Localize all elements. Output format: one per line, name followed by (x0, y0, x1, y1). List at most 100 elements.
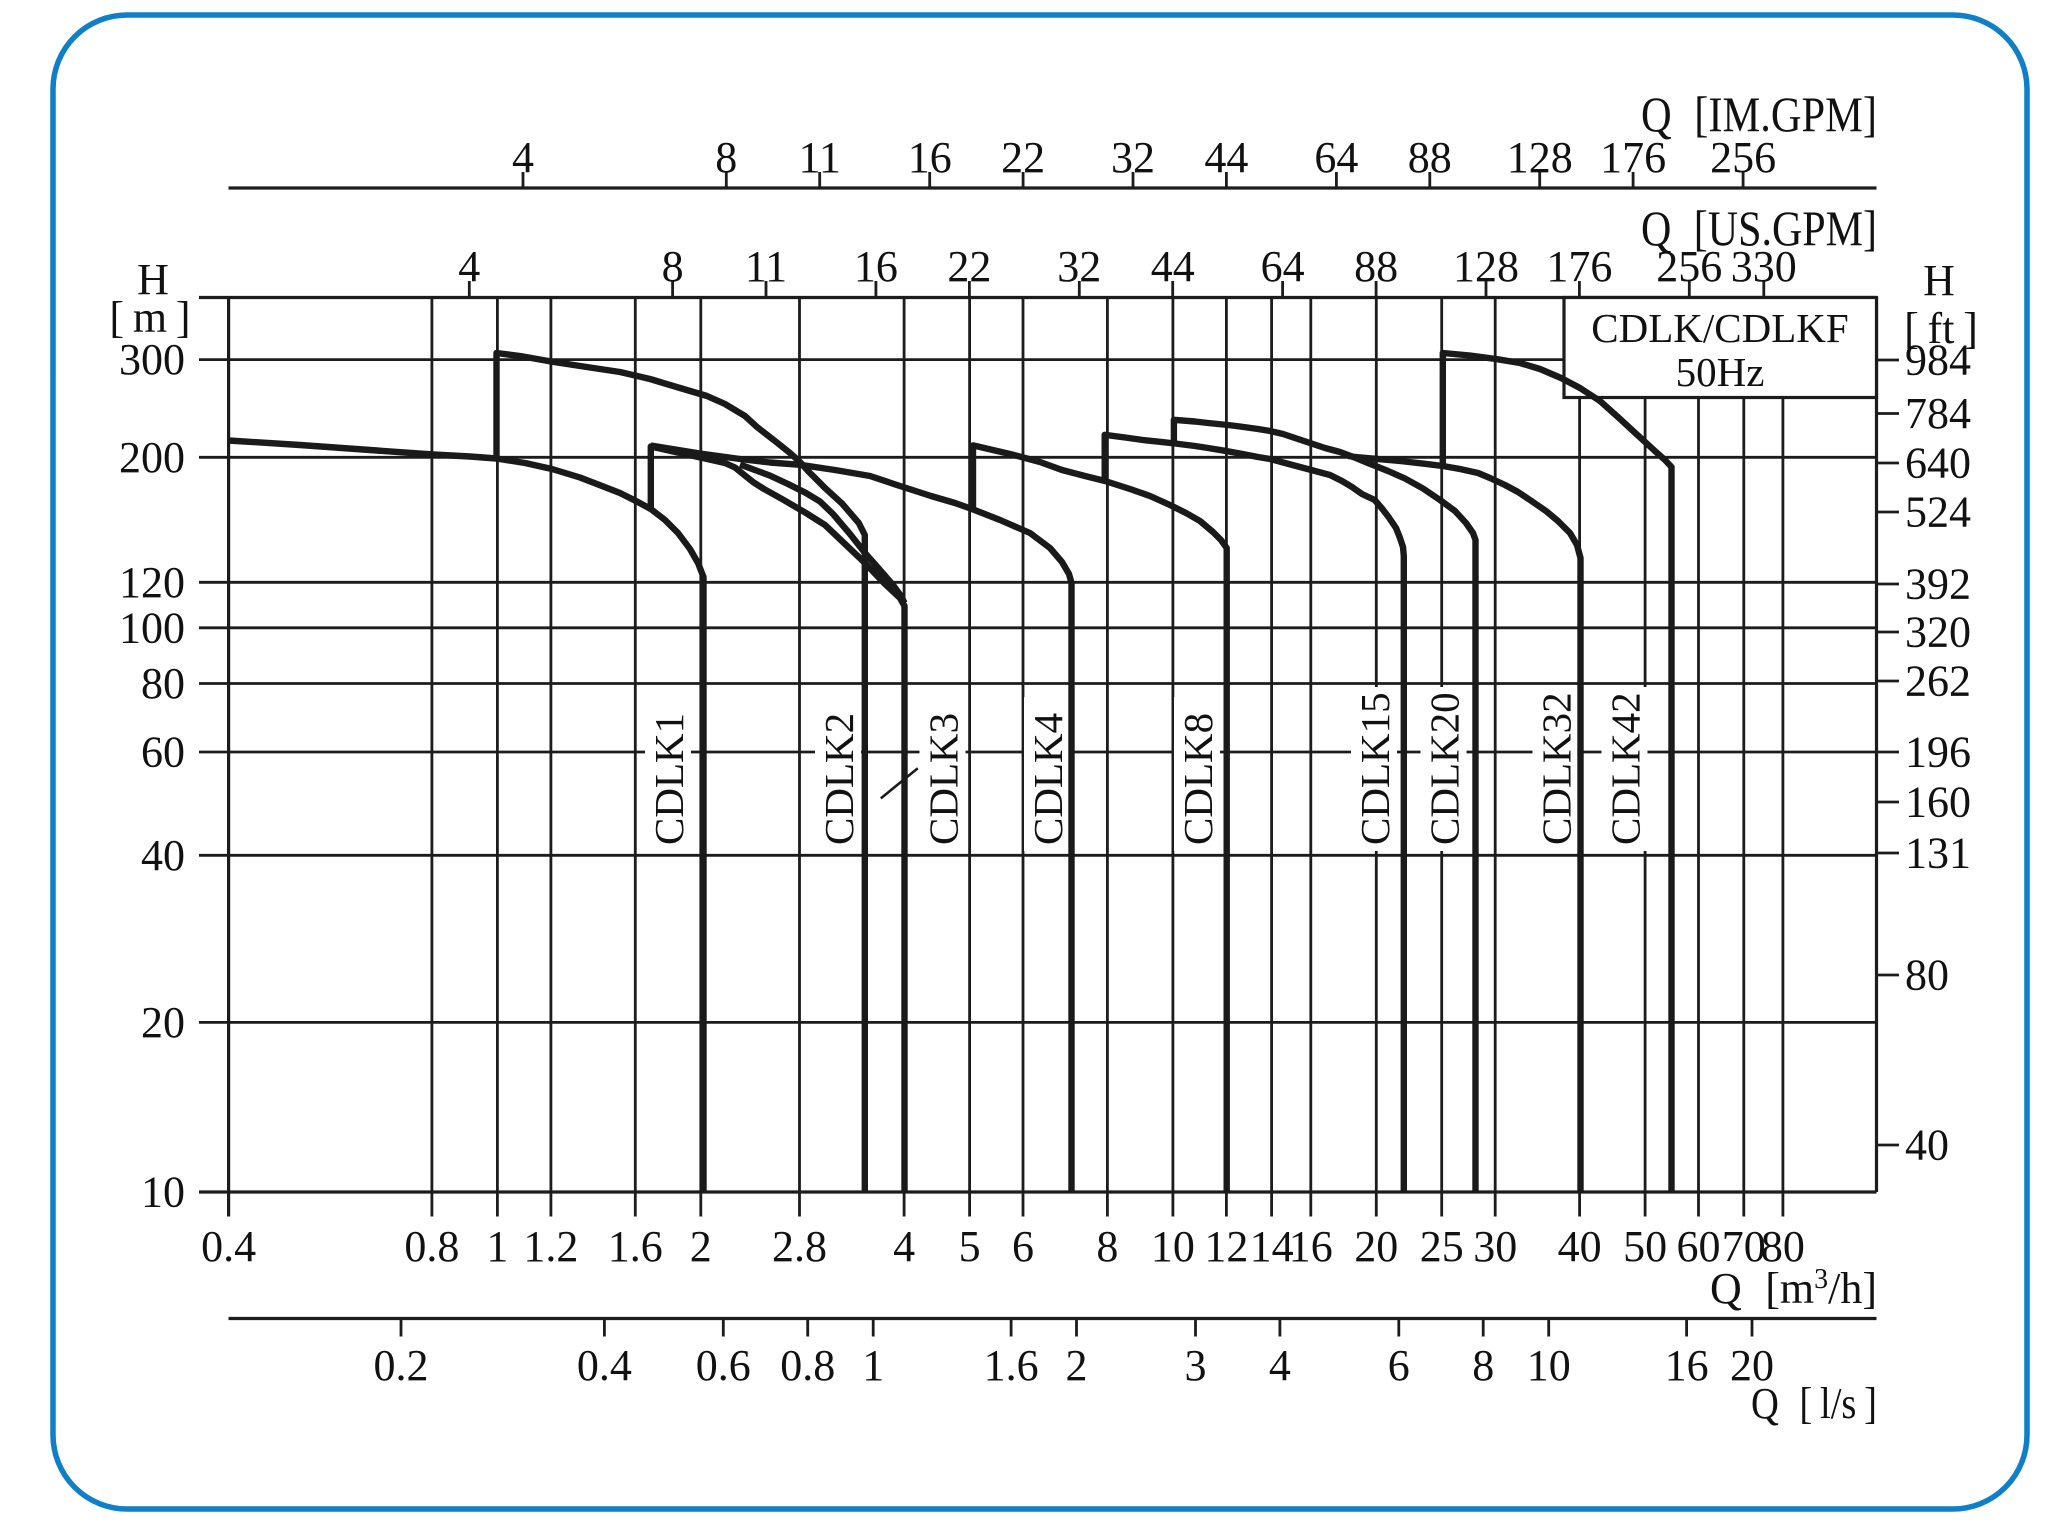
svg-text:64: 64 (1314, 133, 1358, 182)
svg-text:88: 88 (1408, 133, 1452, 182)
svg-text:8: 8 (662, 242, 684, 291)
svg-text:4: 4 (1269, 1341, 1291, 1390)
svg-text:0.2: 0.2 (374, 1341, 429, 1390)
svg-text:100: 100 (119, 603, 185, 652)
svg-text:60: 60 (1677, 1222, 1721, 1271)
svg-text:16: 16 (854, 242, 898, 291)
svg-text:Q [IM.GPM]: Q [IM.GPM] (1641, 86, 1877, 142)
svg-text:40: 40 (1558, 1222, 1602, 1271)
svg-text:22: 22 (947, 242, 991, 291)
svg-text:300: 300 (119, 335, 185, 384)
svg-text:1.6: 1.6 (608, 1222, 663, 1271)
svg-text:320: 320 (1905, 608, 1971, 657)
svg-text:128: 128 (1453, 242, 1519, 291)
svg-text:25: 25 (1420, 1222, 1464, 1271)
svg-text:6: 6 (1388, 1341, 1410, 1390)
svg-text:88: 88 (1354, 242, 1398, 291)
svg-text:44: 44 (1151, 242, 1195, 291)
svg-text:4: 4 (458, 242, 480, 291)
svg-text:2: 2 (1066, 1341, 1088, 1390)
svg-text:3: 3 (1185, 1341, 1207, 1390)
svg-text:16: 16 (1665, 1341, 1709, 1390)
svg-text:CDLK1: CDLK1 (646, 713, 692, 845)
svg-text:CDLK2: CDLK2 (816, 713, 862, 845)
svg-text:8: 8 (1472, 1341, 1494, 1390)
svg-text:8: 8 (715, 133, 737, 182)
svg-text:1: 1 (486, 1222, 508, 1271)
svg-text:640: 640 (1905, 439, 1971, 488)
svg-text:131: 131 (1905, 829, 1971, 878)
svg-text:Q [ l/s ]: Q [ l/s ] (1751, 1379, 1877, 1428)
svg-text:12: 12 (1204, 1222, 1248, 1271)
svg-text:176: 176 (1546, 242, 1612, 291)
svg-text:60: 60 (141, 728, 185, 777)
svg-text:330: 330 (1731, 242, 1797, 291)
svg-text:Q [m3/h]: Q [m3/h] (1710, 1264, 1877, 1313)
svg-text:20: 20 (141, 998, 185, 1047)
svg-text:984: 984 (1905, 336, 1971, 385)
svg-text:CDLK42: CDLK42 (1603, 692, 1649, 845)
svg-text:196: 196 (1905, 728, 1971, 777)
svg-text:64: 64 (1261, 242, 1305, 291)
svg-text:44: 44 (1204, 133, 1248, 182)
svg-text:CDLK20: CDLK20 (1422, 692, 1468, 845)
svg-text:30: 30 (1473, 1222, 1517, 1271)
svg-text:262: 262 (1905, 657, 1971, 706)
svg-text:80: 80 (1761, 1222, 1805, 1271)
svg-text:2.8: 2.8 (772, 1222, 827, 1271)
svg-text:1.6: 1.6 (984, 1341, 1039, 1390)
svg-text:22: 22 (1001, 133, 1045, 182)
svg-text:[ m ]: [ m ] (109, 293, 190, 342)
svg-text:784: 784 (1905, 389, 1971, 438)
svg-text:40: 40 (141, 831, 185, 880)
svg-text:0.4: 0.4 (201, 1222, 256, 1271)
svg-text:128: 128 (1507, 133, 1573, 182)
svg-text:50Hz: 50Hz (1676, 349, 1765, 395)
svg-text:120: 120 (119, 558, 185, 607)
svg-text:CDLK3: CDLK3 (921, 713, 967, 845)
svg-text:256: 256 (1656, 242, 1722, 291)
svg-text:4: 4 (512, 133, 534, 182)
svg-text:32: 32 (1057, 242, 1101, 291)
svg-text:11: 11 (799, 133, 841, 182)
svg-text:50: 50 (1623, 1222, 1667, 1271)
svg-text:[ ft ]: [ ft ] (1904, 304, 1978, 353)
svg-text:2: 2 (690, 1222, 712, 1271)
svg-text:176: 176 (1600, 133, 1666, 182)
svg-text:H: H (1923, 256, 1955, 305)
svg-text:160: 160 (1905, 778, 1971, 827)
svg-text:10: 10 (141, 1168, 185, 1217)
svg-text:4: 4 (893, 1222, 915, 1271)
svg-text:6: 6 (1012, 1222, 1034, 1271)
svg-text:1.2: 1.2 (523, 1222, 578, 1271)
svg-text:20: 20 (1354, 1222, 1398, 1271)
svg-text:70: 70 (1722, 1222, 1766, 1271)
svg-text:392: 392 (1905, 560, 1971, 609)
svg-text:80: 80 (1905, 951, 1949, 1000)
svg-text:16: 16 (908, 133, 952, 182)
svg-text:CDLK32: CDLK32 (1534, 692, 1580, 845)
svg-text:10: 10 (1151, 1222, 1195, 1271)
svg-text:0.6: 0.6 (696, 1341, 751, 1390)
svg-text:CDLK/CDLKF: CDLK/CDLKF (1591, 305, 1848, 351)
svg-text:H: H (137, 255, 169, 304)
svg-text:10: 10 (1527, 1341, 1571, 1390)
svg-text:11: 11 (745, 242, 787, 291)
svg-text:Q [US.GPM]: Q [US.GPM] (1641, 200, 1877, 256)
svg-text:200: 200 (119, 433, 185, 482)
svg-text:0.8: 0.8 (780, 1341, 835, 1390)
svg-text:256: 256 (1710, 133, 1776, 182)
svg-text:5: 5 (959, 1222, 981, 1271)
svg-text:80: 80 (141, 659, 185, 708)
svg-text:CDLK15: CDLK15 (1352, 692, 1398, 845)
svg-text:0.4: 0.4 (577, 1341, 632, 1390)
svg-text:40: 40 (1905, 1121, 1949, 1170)
svg-text:16: 16 (1289, 1222, 1333, 1271)
svg-text:CDLK4: CDLK4 (1025, 713, 1071, 845)
svg-text:0.8: 0.8 (404, 1222, 459, 1271)
svg-text:CDLK8: CDLK8 (1175, 713, 1221, 845)
svg-text:14: 14 (1250, 1222, 1294, 1271)
svg-text:8: 8 (1096, 1222, 1118, 1271)
svg-text:32: 32 (1111, 133, 1155, 182)
svg-text:524: 524 (1905, 488, 1971, 537)
